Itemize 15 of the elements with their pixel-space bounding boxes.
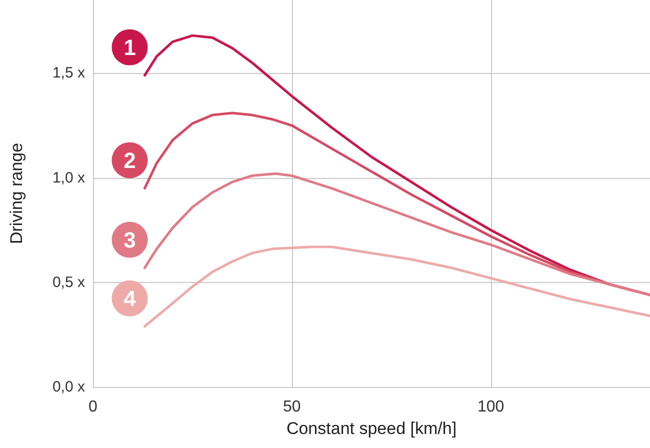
x-axis-title: Constant speed [km/h] bbox=[286, 419, 457, 438]
y-tick-label: 1,0 x bbox=[52, 169, 86, 186]
x-tick-label: 100 bbox=[478, 398, 504, 416]
y-tick-label: 1,5 x bbox=[52, 64, 86, 82]
line-series bbox=[143, 246, 650, 328]
series-label: 4 bbox=[124, 286, 137, 311]
x-tick-label: 50 bbox=[283, 398, 301, 416]
x-tick-label: 0 bbox=[88, 398, 98, 416]
y-axis-title: Driving range bbox=[7, 142, 26, 244]
y-tick-label: 0,0 x bbox=[52, 378, 86, 396]
series-label: 3 bbox=[124, 227, 136, 252]
series-label: 2 bbox=[124, 148, 136, 173]
line-series bbox=[143, 172, 650, 296]
series-label: 1 bbox=[124, 34, 136, 60]
y-tick-label: 0,5 x bbox=[52, 274, 86, 291]
